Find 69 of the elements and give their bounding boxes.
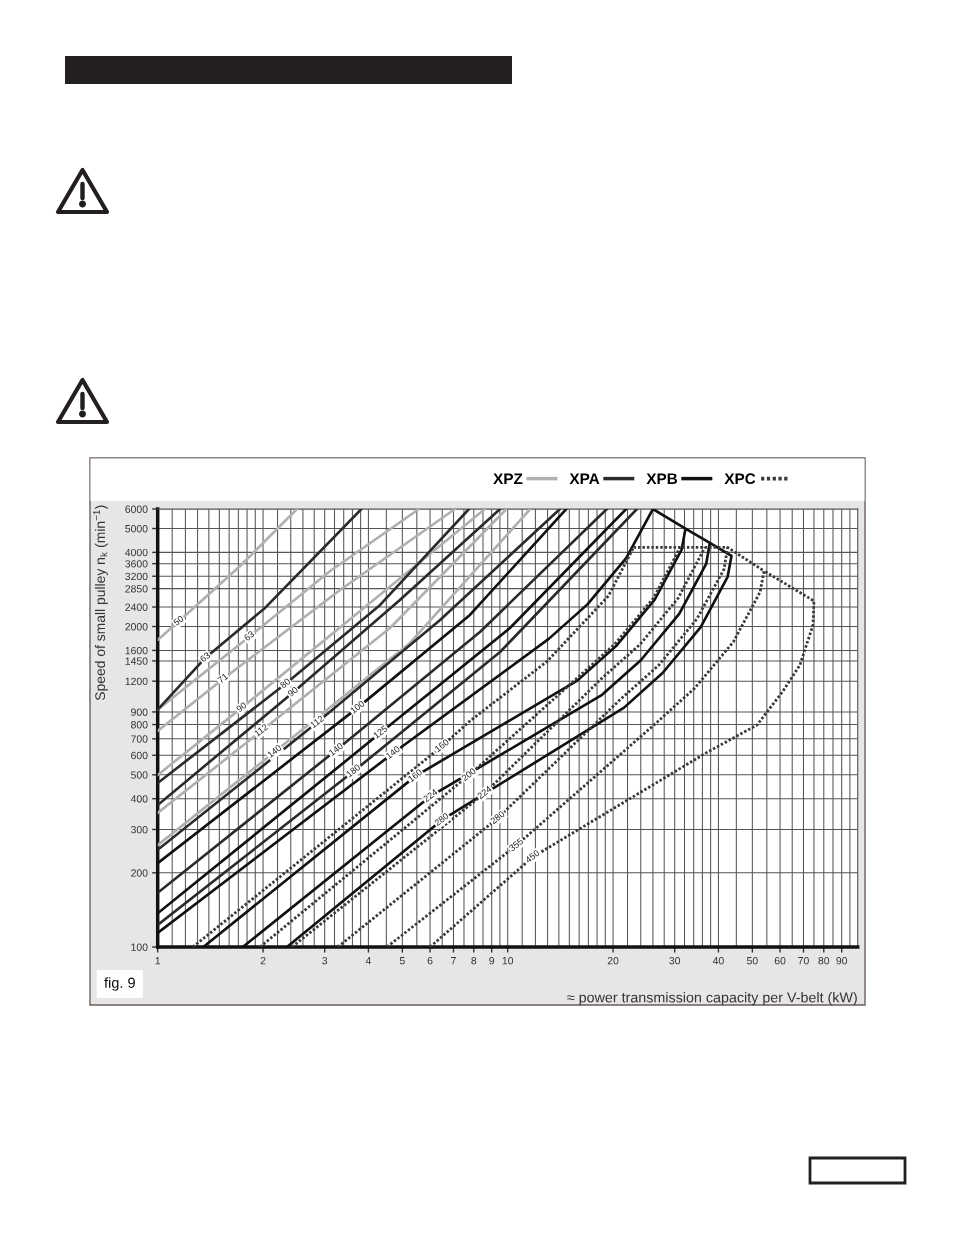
x-tick-label: 3 [322,957,328,965]
y-tick-label: 3600 [125,560,148,568]
x-tick-label: 50 [746,957,758,965]
y-tick-label: 2000 [125,623,148,631]
legend-label: XPA [569,473,600,484]
annotation: 140 [328,742,344,757]
x-tick-label: 1 [155,957,161,965]
x-tick-label: 2 [260,957,266,965]
y-tick-label: 1450 [125,657,148,665]
x-tick-label: 9 [489,957,495,965]
y-tick-label: 2400 [125,603,148,611]
annotation: 200 [461,767,477,782]
x-tick-label: 30 [669,957,681,965]
y-tick-label: 6000 [125,505,148,513]
y-tick-label: 300 [131,825,148,834]
annotation: 71 [217,672,229,684]
annotation: 140 [266,744,282,758]
legend-label: XPC [724,473,756,485]
y-tick-label: 400 [130,795,148,803]
annotation: 450 [524,849,541,864]
annotation: 80 [279,677,291,689]
annotation: 355 [508,837,524,852]
annotation: 50 [172,615,185,626]
annotation: 112 [309,715,325,729]
x-axis-title: ≈ power transmission capacity per V-belt (kW) [567,992,857,1006]
y-tick-label: 4000 [125,548,148,557]
x-tick-label: 7 [451,957,456,965]
annotation: 224 [476,785,493,800]
annotation: 224 [422,788,438,803]
x-tick-label: 6 [427,957,433,965]
annotation: 125 [372,725,388,739]
y-tick-label: 5000 [125,525,148,533]
y-tick-label: 2850 [125,585,148,593]
annotation: 90 [235,701,248,713]
x-tick-label: 60 [774,957,786,965]
x-tick-label: 80 [818,957,830,965]
annotation: 280 [489,810,506,825]
y-tick-label: 100 [131,943,148,951]
annotation: 180 [345,763,361,778]
y-tick-label: 500 [131,771,148,779]
x-tick-label: 70 [798,957,809,965]
y-tick-label: 900 [131,708,148,716]
annotation: 160 [407,768,423,783]
annotation: 100 [349,700,365,714]
legend-label: XPZ [493,473,523,484]
y-tick-label: 600 [131,751,148,760]
y-tick-label: 3200 [125,572,148,581]
annotation: 280 [433,812,450,827]
x-tick-label: 10 [502,957,514,965]
y-tick-label: 800 [131,721,148,729]
y-tick-label: 1600 [125,646,148,655]
x-tick-label: 5 [399,957,405,965]
x-tick-label: 4 [365,957,372,965]
x-tick-label: 90 [836,957,848,965]
y-tick-label: 700 [131,735,148,743]
caption: fig. 9 [104,977,135,991]
annotation: 63 [243,630,255,642]
x-tick-label: 8 [471,957,477,965]
y-tick-label: 200 [131,869,148,877]
y-axis-title: Speed of small pulley n$_{k}$ (min$^{−1}$) [93,505,108,701]
annotation: 140 [385,745,401,760]
annotation: 160 [434,738,450,753]
x-tick-label: 40 [712,957,724,965]
annotation: 63 [199,651,211,663]
annotation: 90 [287,686,299,697]
legend-label: XPB [646,473,678,484]
y-tick-label: 1200 [125,677,148,686]
x-tick-label: 20 [607,957,619,965]
annotation: 112 [253,723,269,737]
